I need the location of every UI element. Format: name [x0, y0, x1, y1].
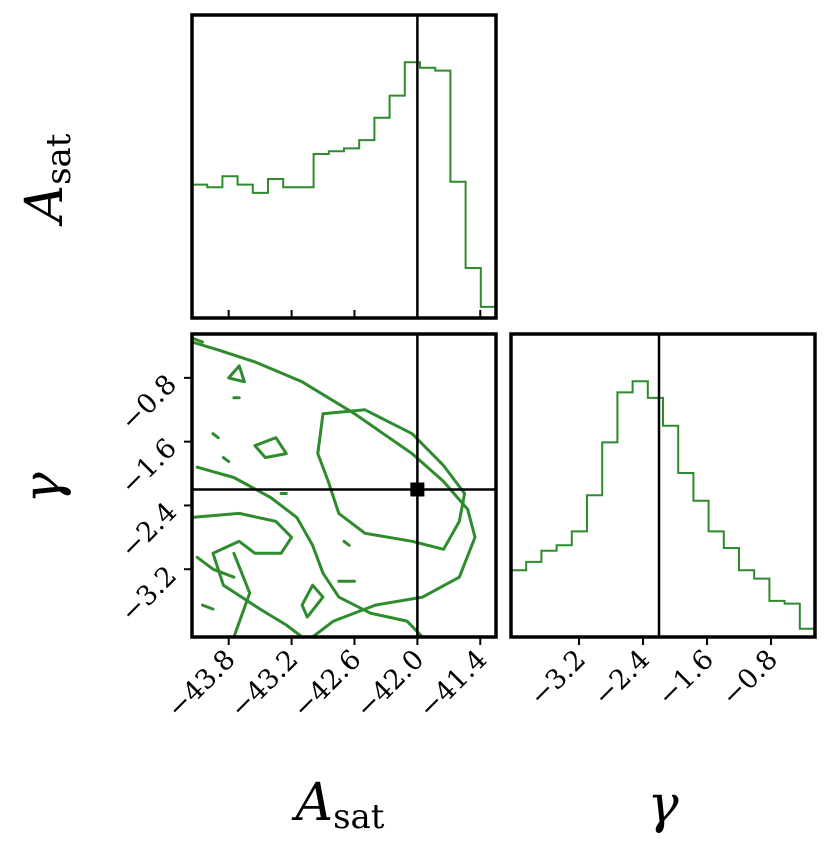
contour-y-tick-label-1: −1.6: [115, 433, 183, 501]
contour-line-7: [253, 436, 288, 460]
contour-line-11: [221, 456, 231, 464]
contour-line-15: [201, 603, 215, 611]
contour-line-2: [195, 465, 425, 639]
ylabel-gamma-text: γ: [13, 472, 73, 504]
y-ticks-contour: −0.8−1.6−2.4−3.2: [115, 369, 192, 629]
contour-line-8: [227, 364, 246, 384]
contour-y-tick-label-2: −2.4: [115, 496, 183, 564]
contour-y-tick-label-0: −0.8: [115, 369, 183, 437]
xlabel-gamma: γ: [647, 775, 679, 835]
histogram-gamma-series: [511, 380, 815, 630]
gamma-x-tick-label-0: −3.2: [524, 644, 592, 712]
contour-line-10: [211, 432, 220, 440]
histogram-asat-series: [192, 61, 496, 308]
contour-y-tick-label-3: −3.2: [115, 560, 183, 628]
contour-x-tick-label-1: −43.2: [224, 644, 304, 724]
contour-line-3: [190, 511, 304, 639]
xlabel-asat-main: A: [292, 773, 334, 833]
histogram-panel-gamma: −3.2−2.4−1.6−0.8: [509, 332, 817, 712]
contour-line-1: [316, 408, 467, 551]
contour-x-tick-label-4: −41.4: [413, 644, 493, 724]
histogram-panel-asat: [190, 13, 498, 320]
gamma-x-tick-label-3: −0.8: [716, 644, 784, 712]
frame-top-left: [190, 13, 498, 320]
contour-x-tick-label-0: −43.8: [161, 644, 241, 724]
frame-bottom-right: [509, 332, 817, 639]
contour-line-5: [195, 555, 236, 579]
contour-lines: [190, 336, 477, 639]
contour-line-6: [300, 583, 325, 619]
contour-x-tick-label-2: −42.6: [287, 644, 367, 724]
contour-panel: −43.8−43.2−42.6−42.0−41.4 −0.8−1.6−2.4−3…: [115, 332, 498, 724]
ylabel-asat-sub: sat: [39, 133, 79, 185]
ylabel-asat-main: A: [15, 185, 75, 227]
x-ticks-gamma: −3.2−2.4−1.6−0.8: [524, 637, 784, 712]
svg-text:Asat: Asat: [15, 133, 79, 226]
contour-line-0: [190, 340, 477, 639]
frame-bottom-left: [190, 332, 498, 639]
x-ticks-contour: −43.8−43.2−42.6−42.0−41.4: [161, 637, 493, 724]
ylabel-asat: Asat: [15, 133, 79, 226]
truth-marker: [410, 482, 425, 497]
contour-line-13: [342, 539, 351, 547]
xlabel-asat: Asat: [292, 773, 385, 837]
xlabel-asat-sub: sat: [333, 797, 385, 837]
gamma-x-tick-label-1: −2.4: [588, 644, 656, 712]
gamma-x-tick-label-2: −1.6: [652, 644, 720, 712]
contour-line-4: [232, 551, 252, 639]
contour-x-tick-label-3: −42.0: [350, 644, 430, 724]
ylabel-gamma: γ: [13, 472, 73, 504]
